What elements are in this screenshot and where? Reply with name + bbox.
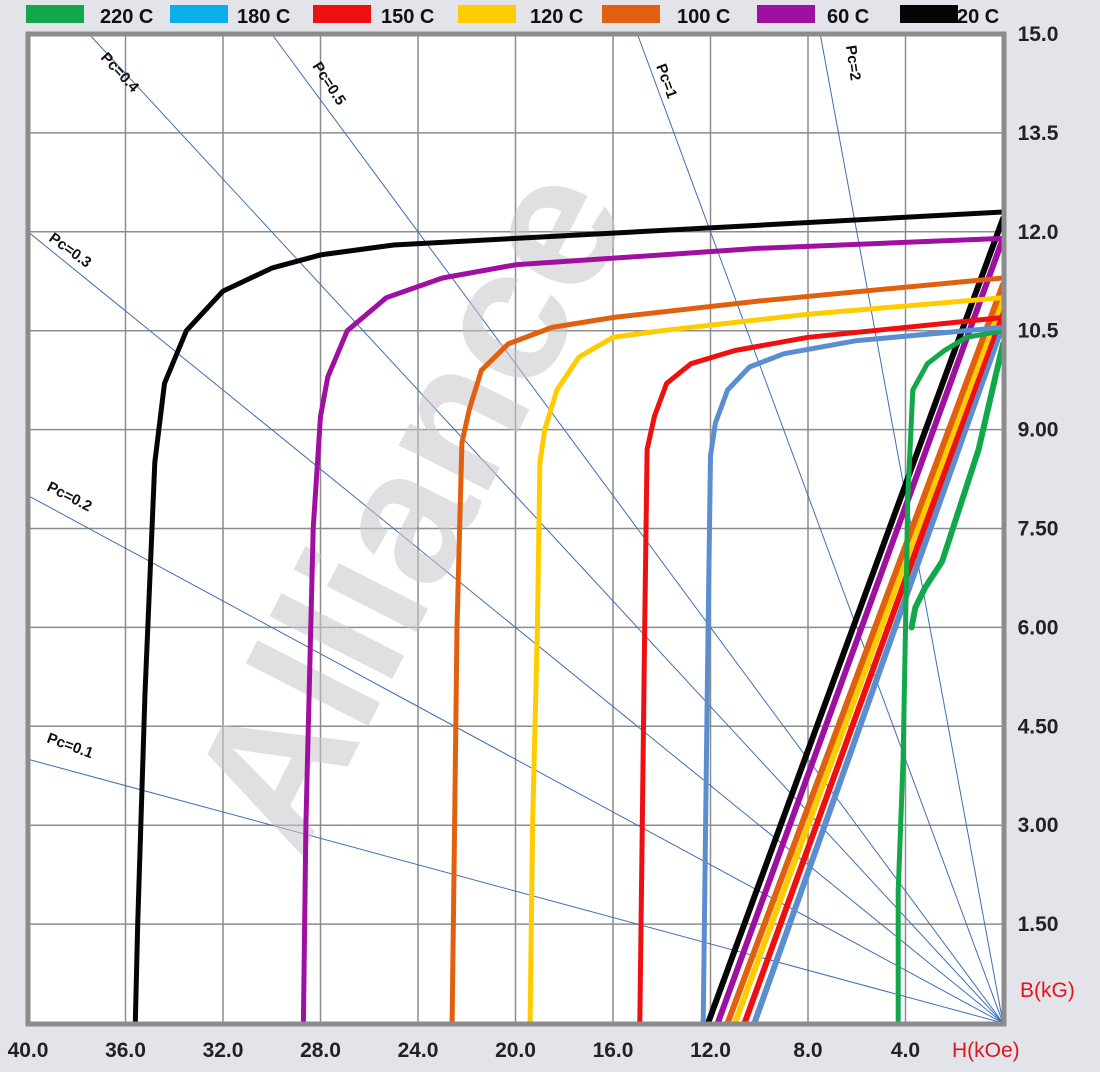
pc-line [636,34,1003,1023]
x-tick-label: 28.0 [300,1039,341,1062]
normal-curve-line [908,340,1003,631]
y-axis-title: B(kG) [1020,979,1075,1002]
legend-swatch [313,5,371,23]
x-tick-label: 32.0 [203,1039,244,1062]
intrinsic-curve-line [700,324,1003,1023]
legend-label: 220 C [100,6,153,28]
x-tick-label: 20.0 [495,1039,536,1062]
legend-label: 100 C [677,6,730,28]
intrinsic-curve-line [527,295,1003,1023]
legend-label: 150 C [381,6,434,28]
intrinsic-curve-line [132,209,1003,1023]
y-tick-label: 10.5 [1018,320,1059,343]
intrinsic-curve-line [895,328,1003,1023]
normal-curve-line [714,235,1003,1023]
x-axis-title: H(kOe) [952,1039,1020,1062]
x-tick-label: 12.0 [690,1039,731,1062]
legend-swatch [170,5,228,23]
x-tick-label: 36.0 [105,1039,146,1062]
legend-swatch [458,5,516,23]
y-tick-label: 9.00 [1018,419,1059,442]
legend-label: 180 C [237,6,290,28]
legend-label: 120 C [530,6,583,28]
pc-line-label: Pc=2 [842,44,864,81]
intrinsic-curve-line [449,275,1003,1023]
legend-label: 20 C [957,6,999,28]
y-tick-label: 12.0 [1018,221,1059,244]
y-axis-ticks: 1.50 3.00 4.50 6.00 7.50 9.00 10.5 12.0 13.5 15.0 [1018,23,1059,936]
y-tick-label: 4.50 [1018,715,1059,738]
normal-curve-line [741,307,1003,1023]
x-tick-label: 24.0 [398,1039,439,1062]
normal-curve-line [731,294,1003,1023]
x-tick-label: 8.0 [793,1039,822,1062]
intrinsic-curve-line [637,315,1003,1023]
x-tick-label: 40.0 [8,1039,49,1062]
legend-swatch [26,5,84,23]
legend: 220 C 180 C 150 C 120 C 100 C 60 C 20 C [26,5,999,28]
grid-lines [28,34,1003,1023]
normal-curve-line [724,281,1003,1023]
intrinsic-curve-line [300,235,1003,1023]
y-tick-label: 6.00 [1018,616,1059,639]
y-tick-label: 7.50 [1018,518,1059,541]
plot-frame [25,31,1007,1027]
pc-line [28,231,1003,1023]
y-tick-label: 3.00 [1018,814,1059,837]
x-tick-label: 16.0 [593,1039,634,1062]
y-tick-label: 1.50 [1018,913,1059,936]
x-tick-label: 4.0 [891,1039,920,1062]
legend-swatch [602,5,660,23]
pc-line [28,495,1003,1023]
legend-label: 60 C [827,6,869,28]
pc-line [28,758,1003,1023]
pc-line [88,34,1003,1023]
legend-swatch [900,5,958,23]
normal-curve-line [705,215,1003,1023]
normal-curve-line [751,321,1003,1023]
legend-swatch [757,5,815,23]
y-tick-label: 15.0 [1018,23,1059,46]
series-curves [132,209,1003,1023]
y-tick-label: 13.5 [1018,122,1059,145]
pc-line [271,34,1003,1023]
x-axis-ticks: 40.0 36.0 32.0 28.0 24.0 20.0 16.0 12.0 8.0 4.0 [8,1039,921,1062]
